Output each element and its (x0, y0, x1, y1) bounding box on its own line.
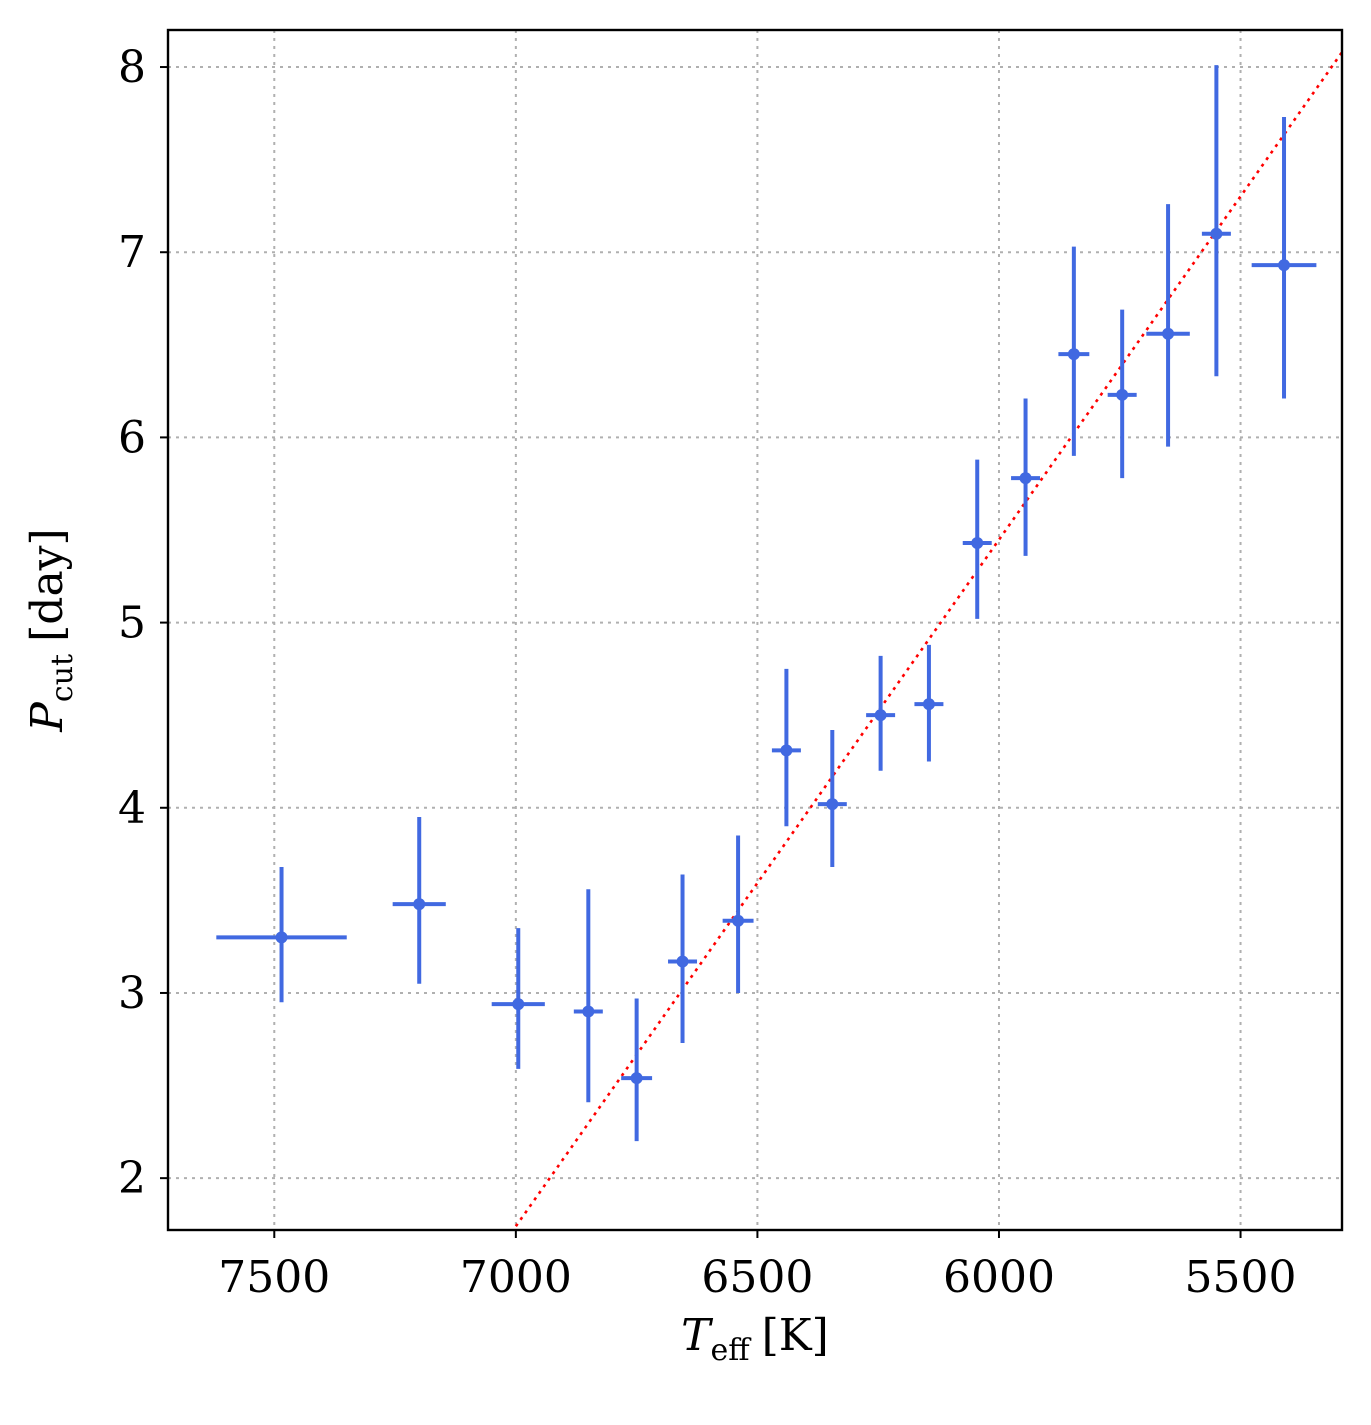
data-point-group (771, 668, 801, 827)
x-axis-label-main: T (681, 1310, 714, 1361)
data-point-group (1058, 246, 1090, 456)
data-point-group (914, 644, 944, 762)
grid-lines (168, 30, 1342, 1230)
plot-area (216, 51, 1342, 1228)
y-tick-label: 3 (118, 968, 146, 1019)
data-point (826, 798, 839, 811)
data-point (676, 955, 689, 968)
data-point (1210, 227, 1223, 240)
axes-frame (166, 28, 1344, 1232)
y-axis-label-sub: cut (45, 654, 80, 702)
data-point (874, 709, 887, 722)
x-axis-label-sub: eff (711, 1333, 753, 1368)
data-point-group (962, 459, 992, 619)
data-point-group (866, 655, 896, 771)
x-tick-label: 6500 (701, 1252, 813, 1303)
data-point-group (1146, 204, 1190, 447)
data-point-group (392, 817, 446, 984)
data-point (922, 698, 935, 711)
x-tick-label: 5500 (1185, 1252, 1297, 1303)
data-point-group (1107, 309, 1137, 479)
x-tick-label: 7500 (218, 1252, 330, 1303)
data-point (1278, 259, 1291, 272)
y-tick-label: 5 (118, 598, 146, 649)
x-axis-label: Teff [K] (681, 1310, 829, 1368)
y-tick-label: 8 (118, 42, 146, 93)
y-tick-label: 2 (118, 1153, 146, 1204)
y-tick-labels: 2 3 4 5 6 7 8 (118, 42, 146, 1204)
y-tick-label: 7 (118, 227, 146, 278)
data-point (630, 1072, 643, 1085)
data-point-group (1251, 117, 1317, 399)
data-point-group (668, 874, 698, 1043)
tick-marks (160, 66, 1242, 1238)
y-tick-label: 4 (118, 783, 146, 834)
data-point-group (1011, 398, 1041, 556)
data-point-group (817, 730, 847, 868)
data-point (1019, 472, 1032, 485)
data-point-group (1201, 65, 1231, 377)
data-point (275, 931, 288, 944)
x-tick-label: 7000 (460, 1252, 572, 1303)
data-point (512, 998, 525, 1011)
data-point-group (216, 867, 347, 1003)
data-point-group (573, 889, 603, 1103)
x-tick-labels: 7500 7000 6500 6000 5500 (218, 1252, 1296, 1303)
data-point (732, 914, 745, 927)
y-tick-label: 6 (118, 412, 146, 463)
data-point-group (722, 835, 754, 993)
x-tick-label: 6000 (943, 1252, 1055, 1303)
data-point (971, 536, 984, 549)
y-axis-label: Pcut [day] (22, 528, 80, 732)
data-point (582, 1005, 595, 1018)
data-point-group (491, 928, 545, 1069)
data-point (1067, 348, 1080, 361)
data-point-group (621, 998, 653, 1142)
data-point (1116, 388, 1129, 401)
y-axis-label-unit: [day] (22, 528, 73, 642)
y-axis-label-main: P (22, 701, 73, 733)
data-point (413, 898, 426, 911)
x-axis-label-unit: [K] (762, 1310, 829, 1361)
data-point (1162, 327, 1175, 340)
data-point (780, 744, 793, 757)
